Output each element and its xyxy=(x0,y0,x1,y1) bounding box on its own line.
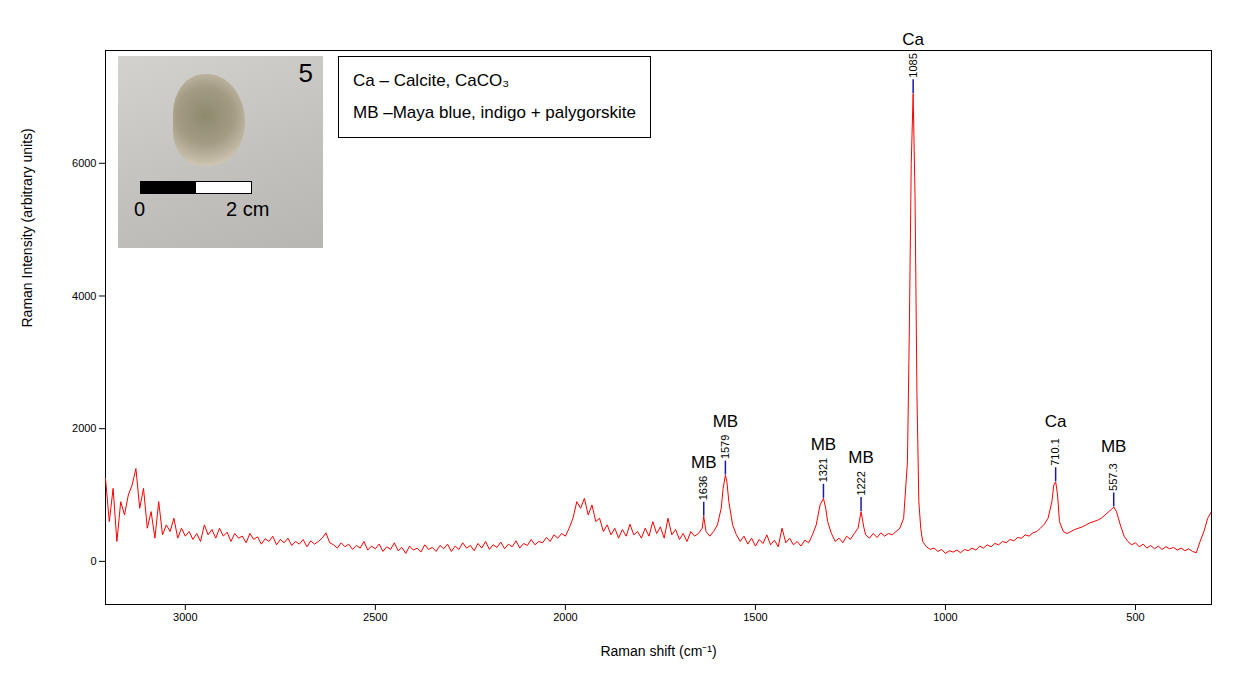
html-text:0: 0 xyxy=(134,198,146,220)
html-text:Ca – Calcite, CaCO₃: Ca – Calcite, CaCO₃ xyxy=(353,71,510,90)
html-text:MB –Maya blue, indigo + palygo: MB –Maya blue, indigo + palygorskite xyxy=(353,103,636,122)
svg-text:3000: 3000 xyxy=(173,611,197,623)
svg-text:MB: MB xyxy=(1101,437,1127,456)
svg-text:1321: 1321 xyxy=(817,458,829,482)
svg-text:710.1: 710.1 xyxy=(1049,438,1061,466)
svg-text:557.3: 557.3 xyxy=(1107,463,1119,491)
svg-text:6000: 6000 xyxy=(72,157,96,169)
svg-text:2500: 2500 xyxy=(363,611,387,623)
html-text:2 cm: 2 cm xyxy=(226,198,270,220)
svg-text:1085: 1085 xyxy=(907,53,919,77)
svg-text:Raman shift (cm⁻¹): Raman shift (cm⁻¹) xyxy=(600,643,716,659)
svg-text:1222: 1222 xyxy=(855,471,867,495)
svg-text:Ca: Ca xyxy=(902,30,924,49)
svg-text:4000: 4000 xyxy=(72,290,96,302)
svg-text:2000: 2000 xyxy=(553,611,577,623)
html-text:5: 5 xyxy=(298,58,313,88)
svg-text:MB: MB xyxy=(713,412,739,431)
svg-text:0: 0 xyxy=(90,555,96,567)
svg-text:Ca: Ca xyxy=(1045,412,1067,431)
svg-text:1500: 1500 xyxy=(743,611,767,623)
svg-text:2000: 2000 xyxy=(72,422,96,434)
svg-text:Raman Intensity (arbitrary uni: Raman Intensity (arbitrary units) xyxy=(19,128,35,327)
svg-text:MB: MB xyxy=(691,453,717,472)
svg-text:1000: 1000 xyxy=(933,611,957,623)
svg-text:1579: 1579 xyxy=(719,435,731,459)
svg-text:1636: 1636 xyxy=(697,476,709,500)
svg-text:MB: MB xyxy=(811,435,837,454)
svg-text:MB: MB xyxy=(848,448,874,467)
svg-text:500: 500 xyxy=(1126,611,1144,623)
